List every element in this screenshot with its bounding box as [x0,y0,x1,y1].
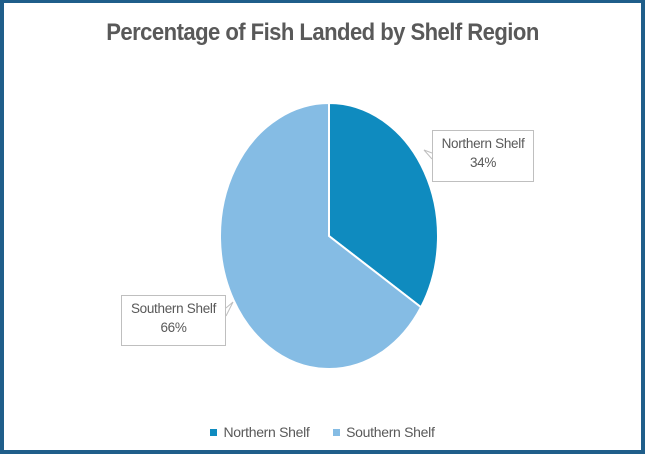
data-label-northern-shelf: Northern Shelf 34% [432,130,534,182]
legend: Northern Shelf Southern Shelf [4,424,641,440]
chart-title: Percentage of Fish Landed by Shelf Regio… [106,19,539,46]
legend-item-northern-shelf: Northern Shelf [210,424,310,440]
data-label-category: Northern Shelf [441,136,525,151]
callout-pointer-northern-shelf [423,149,433,160]
data-label-value: 34% [469,155,497,170]
legend-swatch [333,428,341,436]
pie-chart [219,101,439,370]
legend-label: Southern Shelf [346,424,435,440]
pie-slice-southern-shelf [219,101,423,370]
data-label-category: Southern Shelf [130,301,217,316]
legend-swatch [210,428,218,436]
legend-label: Northern Shelf [223,424,310,440]
data-label-southern-shelf: Southern Shelf 66% [121,295,226,346]
callout-pointer-southern-shelf [225,301,234,317]
data-label-value: 66% [160,320,187,335]
legend-item-southern-shelf: Southern Shelf [333,424,435,440]
